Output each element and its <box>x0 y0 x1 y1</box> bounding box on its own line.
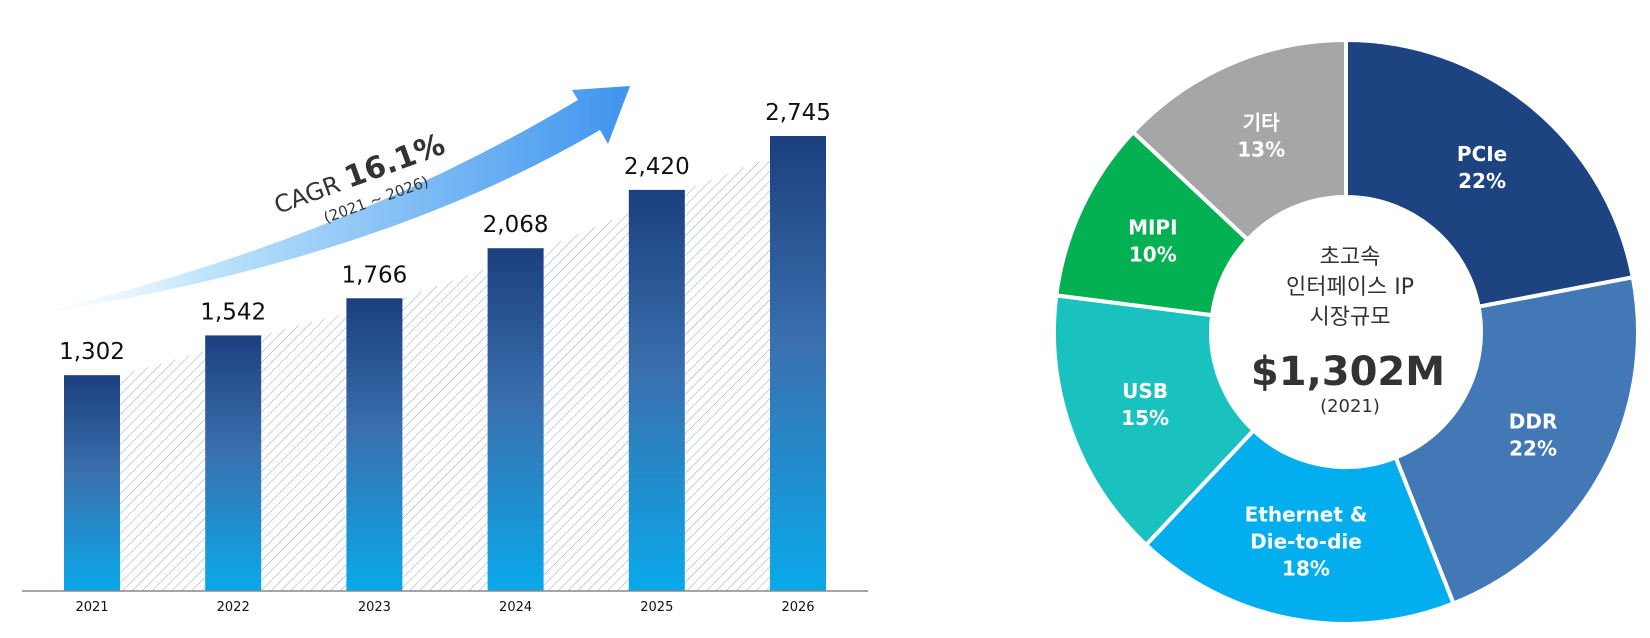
x-tick-2024: 2024 <box>499 600 532 615</box>
center-year: (2021) <box>1320 396 1380 417</box>
slice-ethernet-die-to-die <box>1143 427 1457 626</box>
center-value: $1,302M <box>1251 349 1445 395</box>
slice-label-pcie: PCIe 22% <box>1457 142 1507 193</box>
slice-usb <box>1052 293 1257 548</box>
bar-chart: 1,302 2021 1,542 2022 1,766 2023 2,068 2024 2,42… <box>22 86 868 615</box>
slice-label-ethernet-die-to-die: Ethernet & Die-to-die 18% <box>1245 503 1368 581</box>
value-label-2025: 2,420 <box>624 154 690 180</box>
value-label-2021: 1,302 <box>59 339 125 365</box>
slice-ddr <box>1393 274 1641 607</box>
x-tick-2022: 2022 <box>217 600 250 615</box>
slice-label-mipi: MIPI 10% <box>1128 216 1177 267</box>
value-label-2022: 1,542 <box>200 299 266 325</box>
x-tick-2025: 2025 <box>640 600 673 615</box>
slice-pcie <box>1344 37 1636 310</box>
bar-2022 <box>205 335 262 591</box>
bar-2023 <box>346 298 403 591</box>
bar-2026 <box>770 136 826 591</box>
x-tick-2023: 2023 <box>358 600 391 615</box>
bar-2021 <box>64 375 120 591</box>
value-label-2024: 2,068 <box>483 212 549 238</box>
slice-label-usb: USB 15% <box>1121 379 1169 430</box>
slice-label-ddr: DDR 22% <box>1509 409 1558 460</box>
center-title-line-2: 인터페이스 IP <box>1286 275 1414 300</box>
donut-chart: PCIe 22% DDR 22% Ethernet & Die-to-die 18% USB 1… <box>1052 37 1641 626</box>
value-label-2026: 2,745 <box>765 100 831 126</box>
center-label: 초고속 인터페이스 IP 시장규모 $1,302M (2021) <box>1251 245 1445 417</box>
center-title-line-3: 시장규모 <box>1310 305 1391 330</box>
bar-2025 <box>628 189 685 591</box>
cagr-arrow <box>22 86 630 316</box>
x-tick-2021: 2021 <box>75 600 108 615</box>
bar-2024 <box>487 248 544 592</box>
slice-label-기타: 기타 13% <box>1237 111 1285 162</box>
center-title-line-1: 초고속 <box>1320 245 1381 270</box>
x-tick-2026: 2026 <box>781 600 814 615</box>
value-label-2023: 1,766 <box>341 262 407 288</box>
slice-기타 <box>1130 37 1348 243</box>
